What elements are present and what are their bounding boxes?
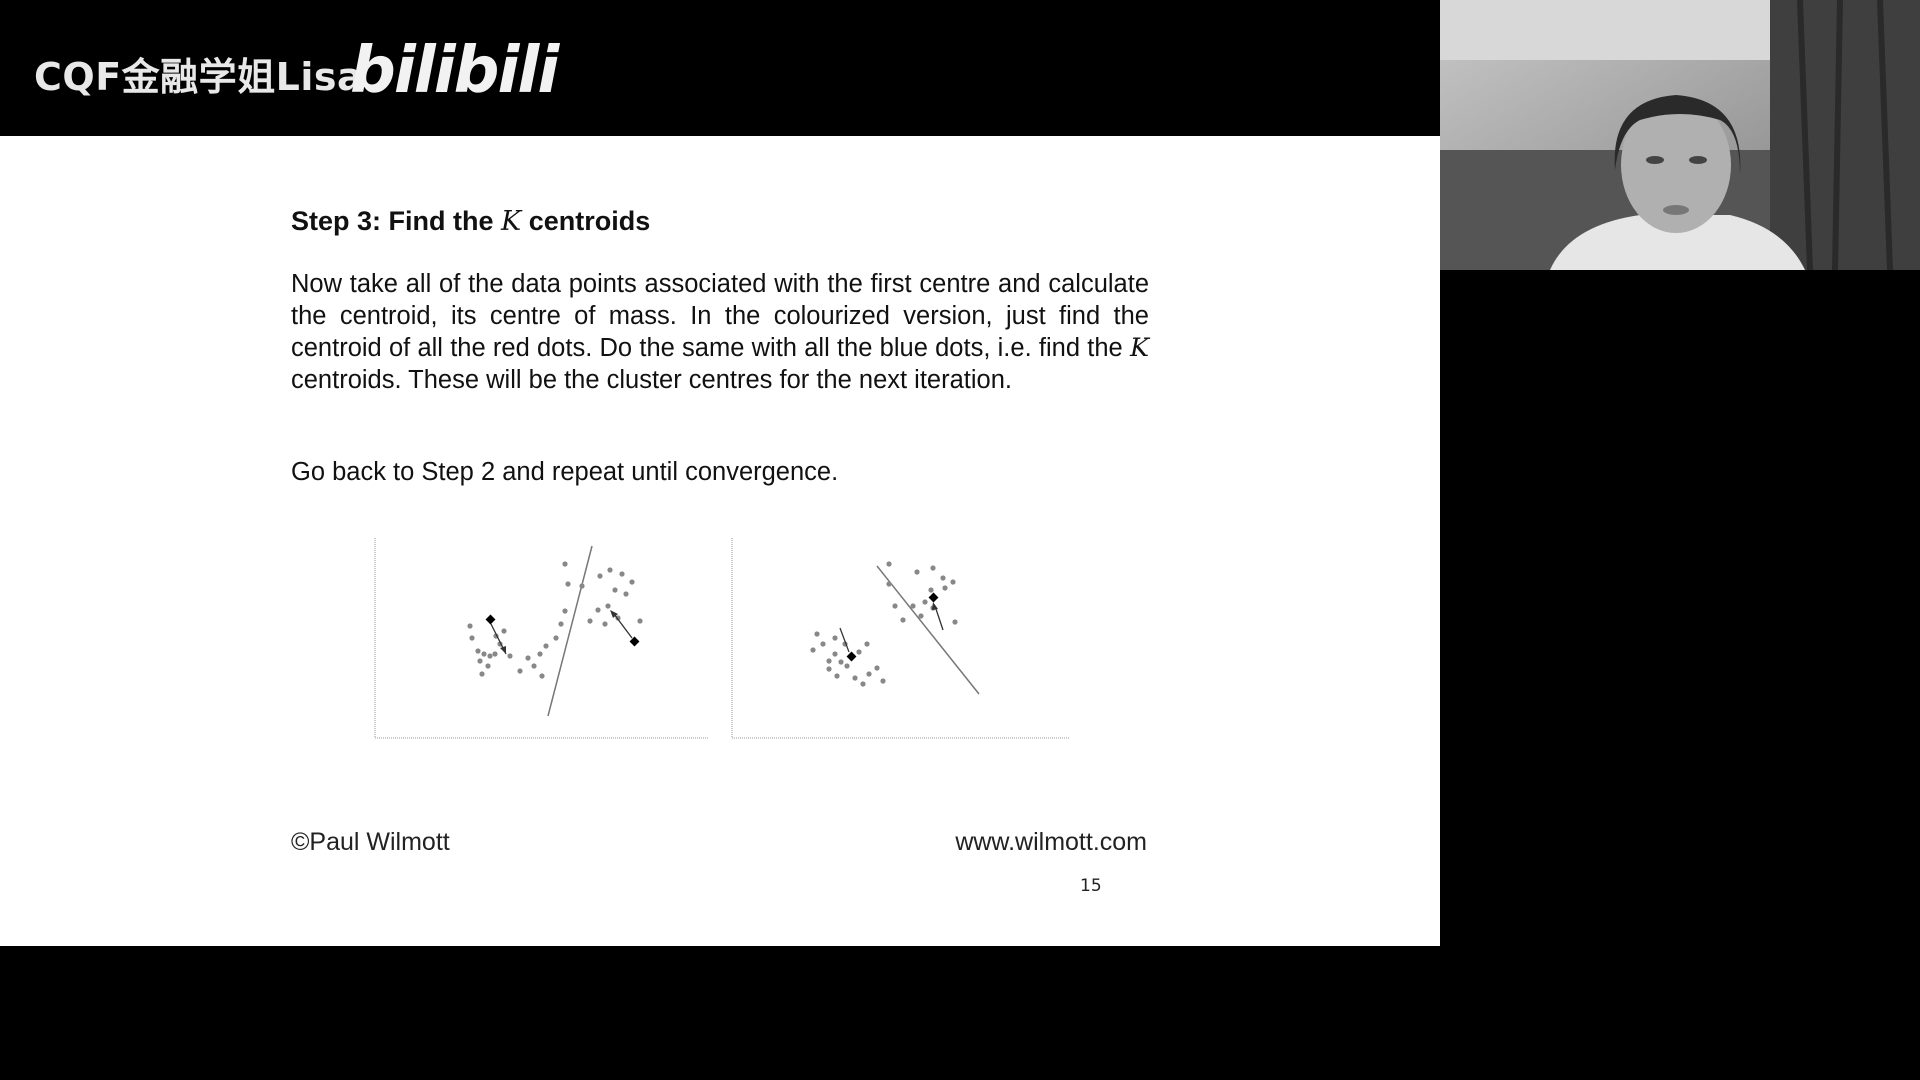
slide-page-number: 15 bbox=[1080, 876, 1102, 896]
video-overlay-bar: CQF金融学姐Lisa bilibili bbox=[0, 0, 1440, 136]
slide-title-variable: K bbox=[501, 206, 522, 237]
channel-name: CQF金融学姐Lisa bbox=[34, 55, 364, 99]
slide: Step 3: Find the K centroids Now take al… bbox=[0, 136, 1440, 946]
slide-title-suffix: centroids bbox=[521, 206, 651, 236]
presenter-webcam bbox=[1440, 0, 1920, 270]
slide-copyright: ©Paul Wilmott bbox=[291, 828, 450, 856]
kmeans-figures bbox=[374, 538, 1070, 739]
presenter-video-icon bbox=[1440, 0, 1920, 270]
bilibili-logo: bilibili bbox=[350, 34, 559, 108]
paragraph-1-part-b: centroids. These will be the cluster cen… bbox=[291, 366, 1012, 394]
paragraph-1-part-a: Now take all of the data points associat… bbox=[291, 270, 1149, 362]
slide-title-prefix: Step 3: Find the bbox=[291, 206, 502, 236]
paragraph-1-variable: K bbox=[1129, 333, 1149, 363]
kmeans-panel-right bbox=[731, 538, 1070, 739]
kmeans-panel-left bbox=[374, 538, 708, 739]
slide-website: www.wilmott.com bbox=[955, 828, 1147, 856]
slide-paragraph-1: Now take all of the data points associat… bbox=[291, 268, 1149, 396]
slide-paragraph-2: Go back to Step 2 and repeat until conve… bbox=[291, 458, 839, 486]
slide-title: Step 3: Find the K centroids bbox=[291, 206, 650, 237]
